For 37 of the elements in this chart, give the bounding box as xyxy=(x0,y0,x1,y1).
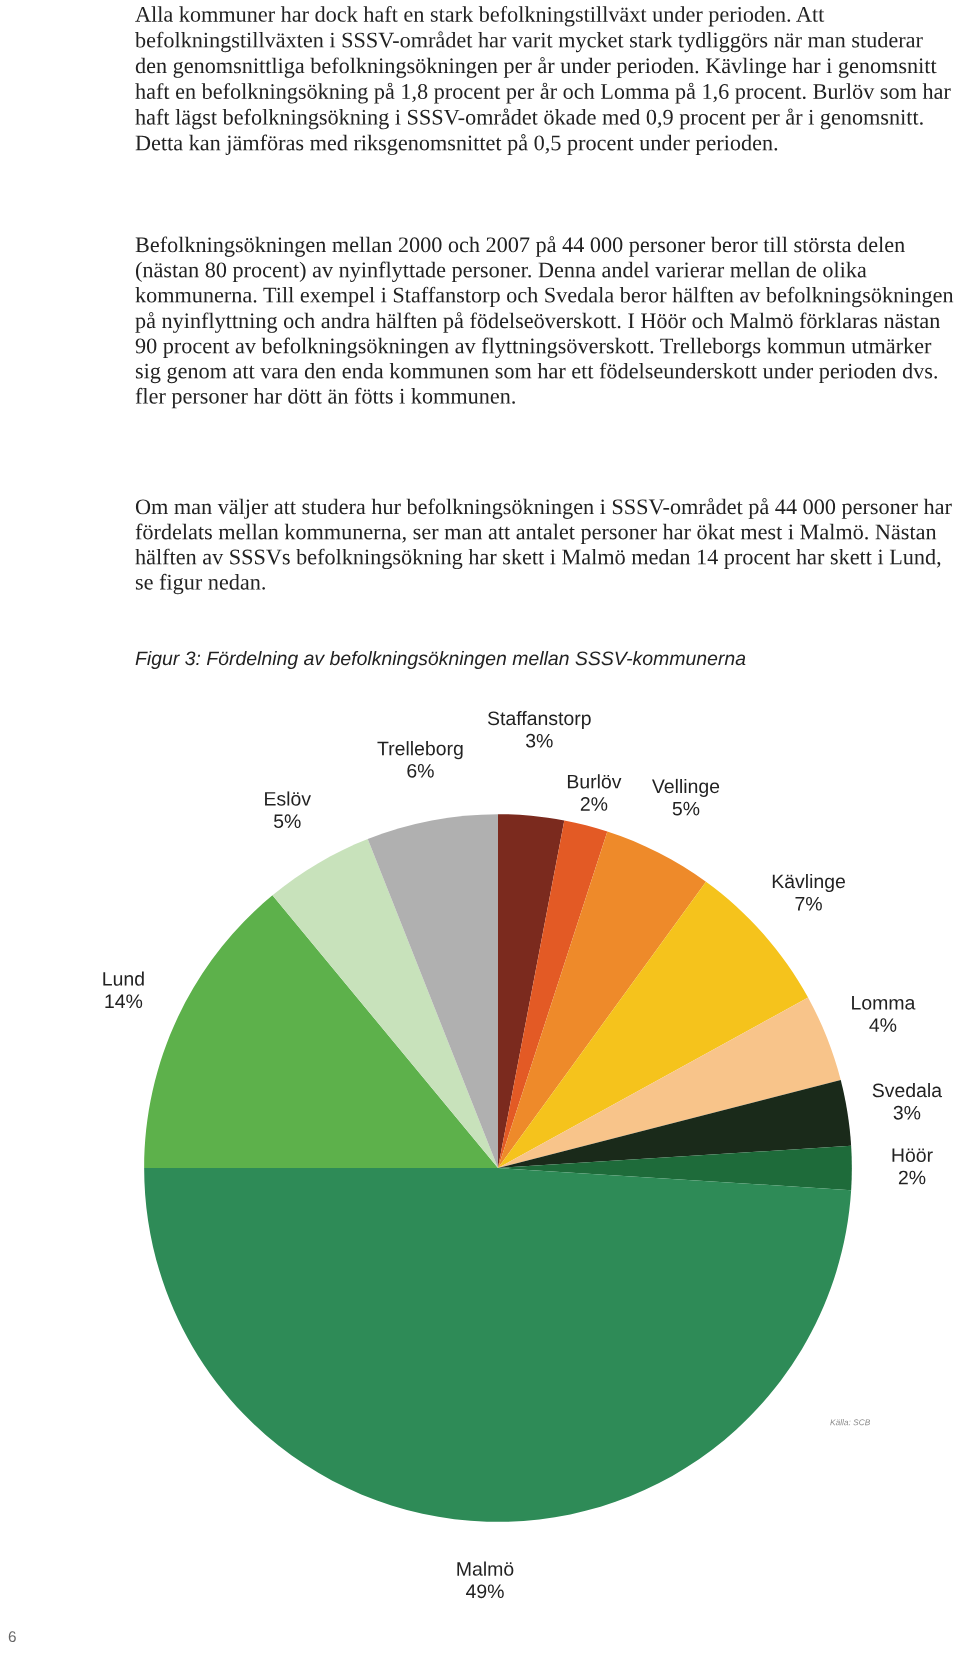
text: Om man väljer att studera hur befolkningsökningen i SSSV-området på 44 000 personer har fördelats mellan kommunerna, ser man att antalet personer har ökat mest i Malmö. Nästan hälften av SSSVs befolkningsökning har skett i Malmö medan 14 procent har skett i Lund, se figur nedan. xyxy=(135,498,952,595)
data-label: 3% xyxy=(893,1105,921,1120)
pie-slice xyxy=(498,1080,852,1168)
slice-label: Kävlinge xyxy=(772,873,845,893)
slice-label: Lund xyxy=(103,971,144,986)
text: Alla kommuner har dock haft en stark befolkningstillväxt under perioden. Att befolkningstillväxten i SSSV-området har varit mycket stark tydliggörs när man studerar den genomsnittliga befolkningsökningen per år under perioden. Kävlinge har i genomsnitt haft en befolkningsökning på 1,8 procent per år och Lomma på 1,6 procent. Burlöv som har haft lägst befolkningsökning i SSSV-området ökade med 0,9 procent per år i genomsnitt. Detta kan jämföras med riksgenomsnittet på 0,5 procent under perioden. xyxy=(135,6,951,155)
pie-slice xyxy=(498,820,608,1168)
data-label: 49% xyxy=(465,1584,504,1599)
data-label: 6% xyxy=(407,763,434,778)
slice-label: Svedala xyxy=(872,1083,943,1098)
pie-slice xyxy=(367,814,498,1168)
slice-label: Trelleborg xyxy=(377,741,463,760)
data-label: 2% xyxy=(580,797,608,811)
data-label: 4% xyxy=(869,1018,897,1032)
text: Källa: SCB xyxy=(830,1419,871,1426)
slice-label: Eslöv xyxy=(265,791,311,806)
slice-label: Staffanstorp xyxy=(487,710,591,730)
pie-slice xyxy=(144,1168,852,1522)
pie-slice xyxy=(498,997,841,1168)
slice-label: Höör xyxy=(892,1148,933,1163)
pie-slice xyxy=(272,839,498,1168)
slice-label: Vellinge xyxy=(651,778,720,798)
data-label: 7% xyxy=(795,896,822,911)
slice-label: Malmö xyxy=(457,1561,514,1576)
data-label: 5% xyxy=(672,801,700,816)
slice-label: Burlöv xyxy=(567,774,622,789)
data-label: 5% xyxy=(273,814,301,829)
pie-slice xyxy=(498,814,565,1168)
data-label: 14% xyxy=(105,994,143,1009)
pie-slice xyxy=(498,831,706,1168)
pie-slice xyxy=(144,895,498,1168)
text: 6 xyxy=(8,1631,16,1643)
chart-title: Figur 3: Fördelning av befolkningsökningen mellan SSSV-kommunerna xyxy=(135,650,746,670)
data-label: 2% xyxy=(898,1170,926,1185)
data-label: 3% xyxy=(525,733,553,748)
text: Befolkningsökningen mellan 2000 och 2007 på 44 000 personer beror till största delen (nästan 80 procent) av nyinflyttade personer. Denna andel varierar mellan de olika kommunerna. Till exempel i Staffanstorp och Svedala beror hälften av befolkningsökningen på nyinflyttning och andra hälften på födelseöverskott. I Höör och Malmö förklaras nästan 90 procent av befolkningsökningen av flyttningsöverskott. Trelleborgs kommun utmärker sig genom att vara den enda kommunen som har ett födelseunderskott under perioden dvs. fler personer har dött än fötts i kommunen. xyxy=(135,236,954,409)
slice-label: Lomma xyxy=(852,996,916,1010)
